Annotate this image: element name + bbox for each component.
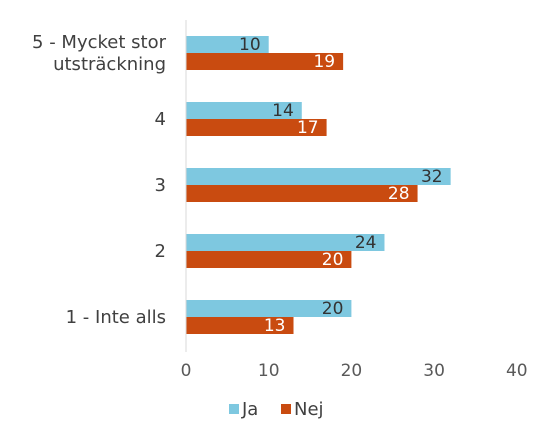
legend: Ja Nej — [229, 399, 324, 420]
data-label-nej-2: 28 — [388, 184, 410, 204]
category-label-1: 4 — [155, 109, 166, 130]
x-tick-label-40: 40 — [506, 361, 528, 381]
bar-ja-3 — [186, 234, 385, 251]
x-tick-label-10: 10 — [258, 361, 280, 381]
data-label-nej-0: 19 — [313, 52, 335, 72]
bar-ja-0 — [186, 36, 269, 53]
legend-label-ja: Ja — [241, 399, 258, 420]
x-axis-ticks: 0 10 20 30 40 — [181, 361, 528, 381]
legend-swatch-nej — [281, 404, 291, 414]
data-label-ja-2: 32 — [421, 167, 443, 187]
data-label-nej-3: 20 — [322, 250, 344, 270]
x-tick-label-20: 20 — [341, 361, 363, 381]
bar-nej-1 — [186, 119, 327, 136]
legend-label-nej: Nej — [294, 399, 324, 420]
category-label-2: 3 — [155, 175, 166, 196]
data-label-nej-1: 17 — [297, 118, 319, 138]
category-label-0: 5 - Mycket stor utsträckning — [32, 32, 167, 75]
category-label-4: 1 - Inte alls — [66, 307, 166, 328]
category-labels: 5 - Mycket stor utsträckning 4 3 2 1 - Inte a… — [32, 32, 167, 328]
data-label-nej-4: 13 — [264, 316, 286, 336]
data-label-ja-4: 20 — [322, 299, 344, 319]
x-tick-label-30: 30 — [423, 361, 445, 381]
category-label-3: 2 — [155, 241, 166, 262]
data-label-ja-0: 10 — [239, 35, 261, 55]
bar-ja-4 — [186, 300, 352, 317]
bar-nej-3 — [186, 251, 352, 268]
bar-nej-2 — [186, 185, 418, 202]
legend-swatch-ja — [229, 404, 239, 414]
bars-layer — [186, 36, 451, 334]
bar-ja-2 — [186, 168, 451, 185]
data-label-ja-3: 24 — [355, 233, 377, 253]
bar-nej-4 — [186, 317, 294, 334]
bar-ja-1 — [186, 102, 302, 119]
bar-nej-0 — [186, 53, 344, 70]
data-label-ja-1: 14 — [272, 101, 294, 121]
x-tick-label-0: 0 — [181, 361, 192, 381]
